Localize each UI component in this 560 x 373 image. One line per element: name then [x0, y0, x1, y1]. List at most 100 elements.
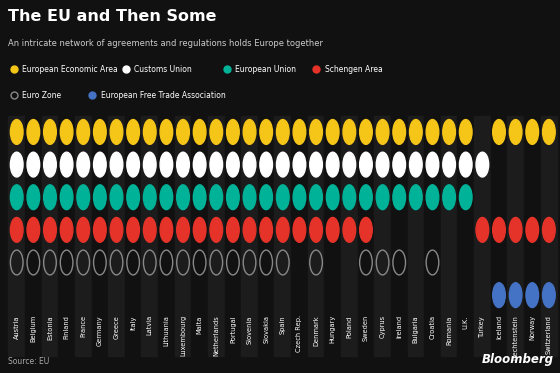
Ellipse shape [393, 185, 405, 210]
Ellipse shape [260, 119, 273, 144]
Ellipse shape [360, 185, 372, 210]
Ellipse shape [77, 217, 90, 242]
Ellipse shape [177, 119, 189, 144]
FancyBboxPatch shape [524, 116, 540, 356]
Ellipse shape [509, 217, 522, 242]
Ellipse shape [160, 217, 172, 242]
FancyBboxPatch shape [225, 116, 241, 356]
FancyBboxPatch shape [108, 116, 125, 356]
Ellipse shape [60, 185, 73, 210]
Text: Turkey: Turkey [479, 315, 486, 337]
Text: Bloomberg: Bloomberg [481, 352, 553, 366]
Ellipse shape [543, 283, 555, 307]
Ellipse shape [243, 185, 256, 210]
Ellipse shape [160, 185, 172, 210]
Ellipse shape [293, 217, 306, 242]
Text: Austria: Austria [13, 315, 20, 339]
Ellipse shape [376, 119, 389, 144]
Ellipse shape [459, 119, 472, 144]
Text: European Economic Area: European Economic Area [22, 65, 118, 73]
FancyBboxPatch shape [25, 116, 41, 356]
Text: Hungary: Hungary [330, 315, 335, 344]
Ellipse shape [376, 185, 389, 210]
Ellipse shape [326, 119, 339, 144]
Ellipse shape [193, 119, 206, 144]
FancyBboxPatch shape [158, 116, 175, 356]
Ellipse shape [343, 217, 356, 242]
Ellipse shape [77, 152, 90, 177]
Ellipse shape [310, 119, 323, 144]
Ellipse shape [277, 152, 289, 177]
Text: France: France [80, 315, 86, 337]
Ellipse shape [110, 217, 123, 242]
Ellipse shape [227, 217, 239, 242]
Text: Bulgaria: Bulgaria [413, 315, 419, 343]
Ellipse shape [277, 185, 289, 210]
Text: Iceland: Iceland [496, 315, 502, 339]
Ellipse shape [27, 217, 40, 242]
Ellipse shape [409, 152, 422, 177]
Text: Spain: Spain [280, 315, 286, 334]
Ellipse shape [360, 152, 372, 177]
Ellipse shape [193, 217, 206, 242]
Ellipse shape [127, 152, 139, 177]
Ellipse shape [77, 185, 90, 210]
Text: Slovakia: Slovakia [263, 315, 269, 343]
Ellipse shape [293, 119, 306, 144]
FancyBboxPatch shape [540, 116, 557, 356]
FancyBboxPatch shape [125, 116, 142, 356]
FancyBboxPatch shape [441, 116, 458, 356]
Ellipse shape [193, 185, 206, 210]
Text: Greece: Greece [114, 315, 119, 339]
FancyBboxPatch shape [8, 116, 25, 356]
Ellipse shape [44, 185, 57, 210]
Ellipse shape [493, 283, 505, 307]
Text: European Union: European Union [235, 65, 296, 73]
Ellipse shape [443, 152, 455, 177]
Ellipse shape [27, 152, 40, 177]
Text: Estonia: Estonia [47, 315, 53, 340]
Ellipse shape [110, 185, 123, 210]
Text: Luxembourg: Luxembourg [180, 315, 186, 357]
Ellipse shape [326, 217, 339, 242]
Ellipse shape [94, 185, 106, 210]
Text: European Free Trade Association: European Free Trade Association [101, 91, 226, 100]
Ellipse shape [326, 152, 339, 177]
Text: Belgium: Belgium [30, 315, 36, 342]
Text: Finland: Finland [64, 315, 69, 339]
Ellipse shape [227, 185, 239, 210]
Ellipse shape [360, 119, 372, 144]
Ellipse shape [177, 185, 189, 210]
Ellipse shape [160, 152, 172, 177]
FancyBboxPatch shape [341, 116, 358, 356]
Text: Ireland: Ireland [396, 315, 402, 338]
Ellipse shape [293, 185, 306, 210]
Ellipse shape [526, 119, 539, 144]
Ellipse shape [343, 152, 356, 177]
Text: Malta: Malta [197, 315, 203, 333]
Ellipse shape [44, 217, 57, 242]
FancyBboxPatch shape [458, 116, 474, 356]
Ellipse shape [127, 185, 139, 210]
Ellipse shape [326, 185, 339, 210]
Ellipse shape [143, 119, 156, 144]
Ellipse shape [94, 217, 106, 242]
Ellipse shape [493, 217, 505, 242]
Text: Cyprus: Cyprus [380, 315, 386, 338]
Text: Liechtenstein: Liechtenstein [512, 315, 519, 360]
Ellipse shape [493, 119, 505, 144]
Ellipse shape [409, 119, 422, 144]
Ellipse shape [376, 152, 389, 177]
Ellipse shape [210, 119, 222, 144]
Text: Croatia: Croatia [430, 315, 436, 339]
FancyBboxPatch shape [424, 116, 441, 356]
Ellipse shape [426, 185, 439, 210]
Text: Switzerland: Switzerland [546, 315, 552, 354]
FancyBboxPatch shape [507, 116, 524, 356]
Ellipse shape [27, 185, 40, 210]
Ellipse shape [177, 152, 189, 177]
Ellipse shape [11, 217, 23, 242]
Ellipse shape [310, 152, 323, 177]
Ellipse shape [44, 152, 57, 177]
FancyBboxPatch shape [241, 116, 258, 356]
